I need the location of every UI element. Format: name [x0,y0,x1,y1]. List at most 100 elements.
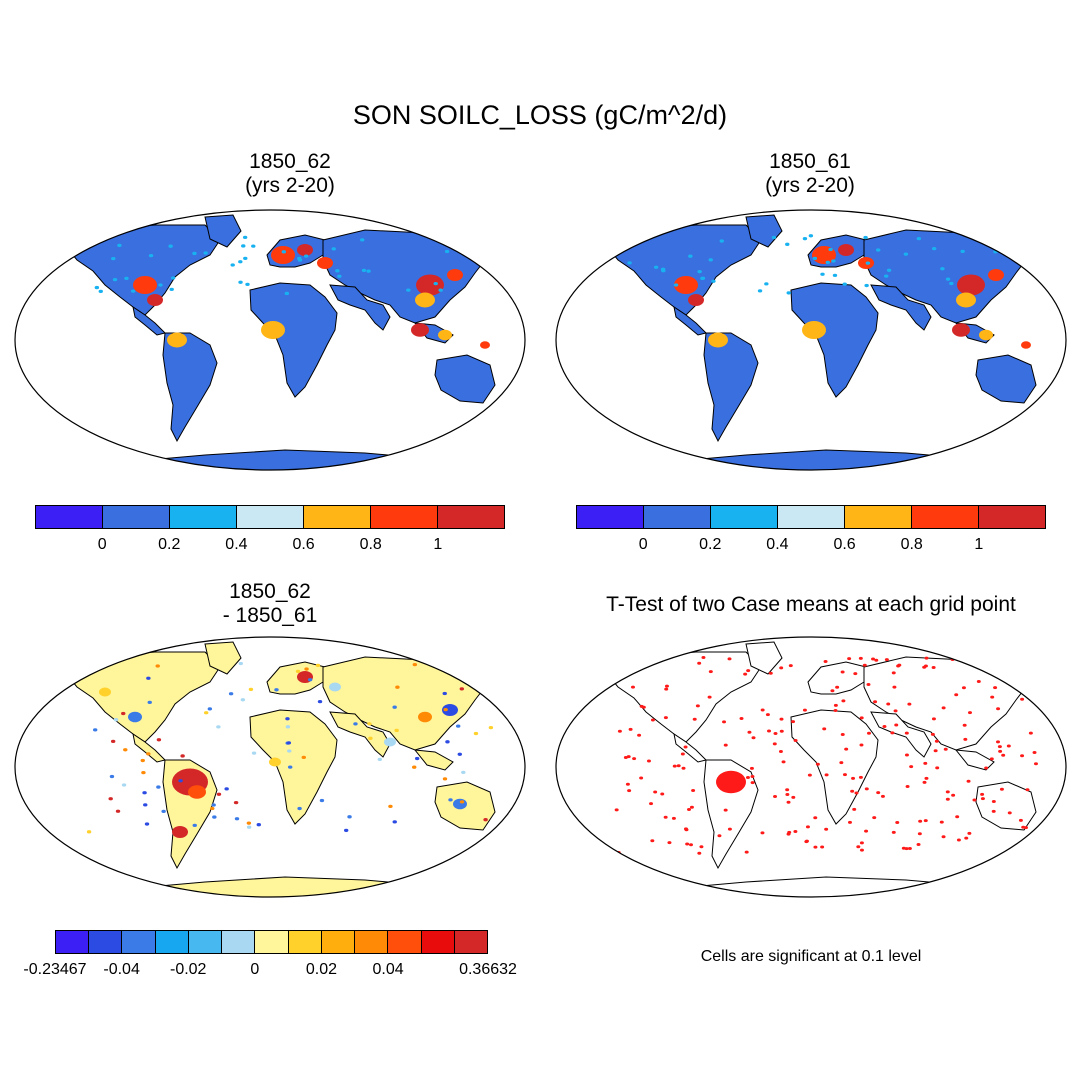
significant-cell [859,743,864,747]
anomaly-speckle [285,725,291,729]
significant-cell [1021,825,1026,829]
significant-cell [933,749,938,753]
hot-region [271,246,295,264]
continent-south-america [703,759,759,870]
cool-speckle [673,283,679,287]
cool-speckle [170,276,176,280]
hot-region [297,244,313,256]
hot-region [952,323,970,337]
anomaly-speckle [367,722,372,726]
anomaly-speckle [115,809,121,813]
anomaly-patch [418,711,432,723]
colorbar-swatch [421,931,455,953]
significant-cell [750,781,755,785]
colorbar-tick-label: 0.04 [372,961,404,978]
significant-cell [824,773,829,777]
anomaly-speckle [121,783,127,787]
continent-africa [790,709,879,825]
significant-cell [820,845,825,849]
continent-africa [249,709,338,825]
map-outline [555,209,1067,471]
significant-cell [623,756,628,760]
significant-cell [884,658,889,662]
significant-cell [684,828,689,832]
cool-speckle [688,254,693,258]
anomaly-speckle [210,806,215,811]
anomaly-speckle [307,678,313,682]
colorbar-swatch [36,506,103,528]
colorbar-tick-label: 0.6 [833,536,856,553]
anomaly-speckle [251,751,257,755]
anomaly-speckle [86,830,92,834]
cool-speckle [169,287,174,292]
colorbar-swatch [170,506,237,528]
significant-cell [909,765,914,769]
significant-cell [815,762,820,766]
significant-cell [972,798,977,802]
continent-north-america [62,224,221,316]
map-outline [14,636,526,898]
cool-speckle [786,291,791,295]
significant-cell [991,809,996,813]
significant-cell [945,797,950,801]
significant-cell [765,713,770,717]
cool-speckle [708,258,713,262]
continent-south-america [162,332,218,443]
panel-title-difference: 1850_62 - 1850_61 [20,580,520,628]
significant-cell [1033,762,1038,766]
anomaly-speckle [156,785,161,789]
colorbar-swatch [355,931,389,953]
significant-region [716,770,746,794]
cool-speckle [465,251,471,256]
significant-cell [779,717,784,721]
map-outline [14,209,526,471]
continent-arabia-india [329,711,391,758]
hot-region [261,321,285,339]
significant-cell [745,775,750,779]
significant-cell [904,731,909,735]
anomaly-speckle [315,663,321,668]
continent-central-america [673,305,707,336]
cool-speckle [361,268,367,273]
anomaly-speckle [368,736,373,740]
anomaly-speckle [489,674,494,679]
cool-speckle [433,281,438,286]
anomaly-speckle [459,687,465,691]
significant-cell [691,788,696,792]
significant-cell [984,766,989,770]
hot-region [988,269,1004,281]
significant-cell [791,720,796,724]
cool-speckle [842,282,847,286]
significant-cell [649,802,654,806]
significant-cell [766,729,771,733]
anomaly-speckle [207,707,213,711]
significant-cell [859,716,864,720]
significant-cell [697,851,702,855]
hot-region [1021,341,1031,349]
colorbar-swatch [845,506,912,528]
panel-title-line2: - 1850_61 [222,604,318,627]
significant-cell [847,820,852,824]
anomaly-speckle [155,664,160,668]
significant-cell [864,829,869,833]
significant-cell [773,731,778,735]
anomaly-speckle [395,685,400,689]
significant-cell [844,747,849,751]
significant-cell [750,775,755,779]
colorbar-tick-label: 0 [250,961,260,978]
significant-cell [671,816,676,820]
significant-cell [847,657,852,661]
significant-cell [722,720,727,724]
significant-cell [923,819,928,823]
panel-title-line1: 1850_62 [249,150,331,173]
colorbar-swatch [122,931,156,953]
cool-speckle [445,241,450,245]
significant-cell [955,815,960,819]
significant-cell [1020,697,1025,701]
significant-cell [961,686,966,690]
anomaly-speckle [377,757,383,762]
cool-speckle [94,285,100,290]
anomaly-speckle [412,765,417,769]
continent-antarctica [605,876,1017,897]
cool-speckle [719,239,724,243]
